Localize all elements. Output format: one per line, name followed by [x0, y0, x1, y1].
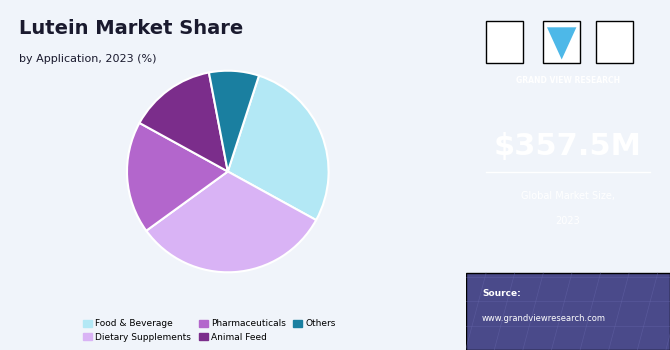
FancyBboxPatch shape [486, 21, 523, 63]
FancyBboxPatch shape [596, 21, 633, 63]
Text: by Application, 2023 (%): by Application, 2023 (%) [19, 55, 156, 64]
FancyBboxPatch shape [543, 21, 580, 63]
Text: Lutein Market Share: Lutein Market Share [19, 19, 243, 37]
Text: GRAND VIEW RESEARCH: GRAND VIEW RESEARCH [516, 76, 620, 85]
Wedge shape [127, 123, 228, 231]
Text: $357.5M: $357.5M [494, 133, 642, 161]
Wedge shape [209, 71, 259, 172]
Wedge shape [228, 76, 328, 220]
Text: Source:: Source: [482, 289, 521, 299]
FancyBboxPatch shape [466, 273, 670, 350]
Text: 2023: 2023 [555, 216, 580, 225]
Wedge shape [139, 72, 228, 172]
Text: Global Market Size,: Global Market Size, [521, 191, 615, 201]
Wedge shape [146, 172, 316, 272]
Text: www.grandviewresearch.com: www.grandviewresearch.com [482, 314, 606, 323]
Polygon shape [547, 27, 576, 60]
Legend: Food & Beverage, Dietary Supplements, Pharmaceuticals, Animal Feed, Others: Food & Beverage, Dietary Supplements, Ph… [79, 316, 340, 345]
